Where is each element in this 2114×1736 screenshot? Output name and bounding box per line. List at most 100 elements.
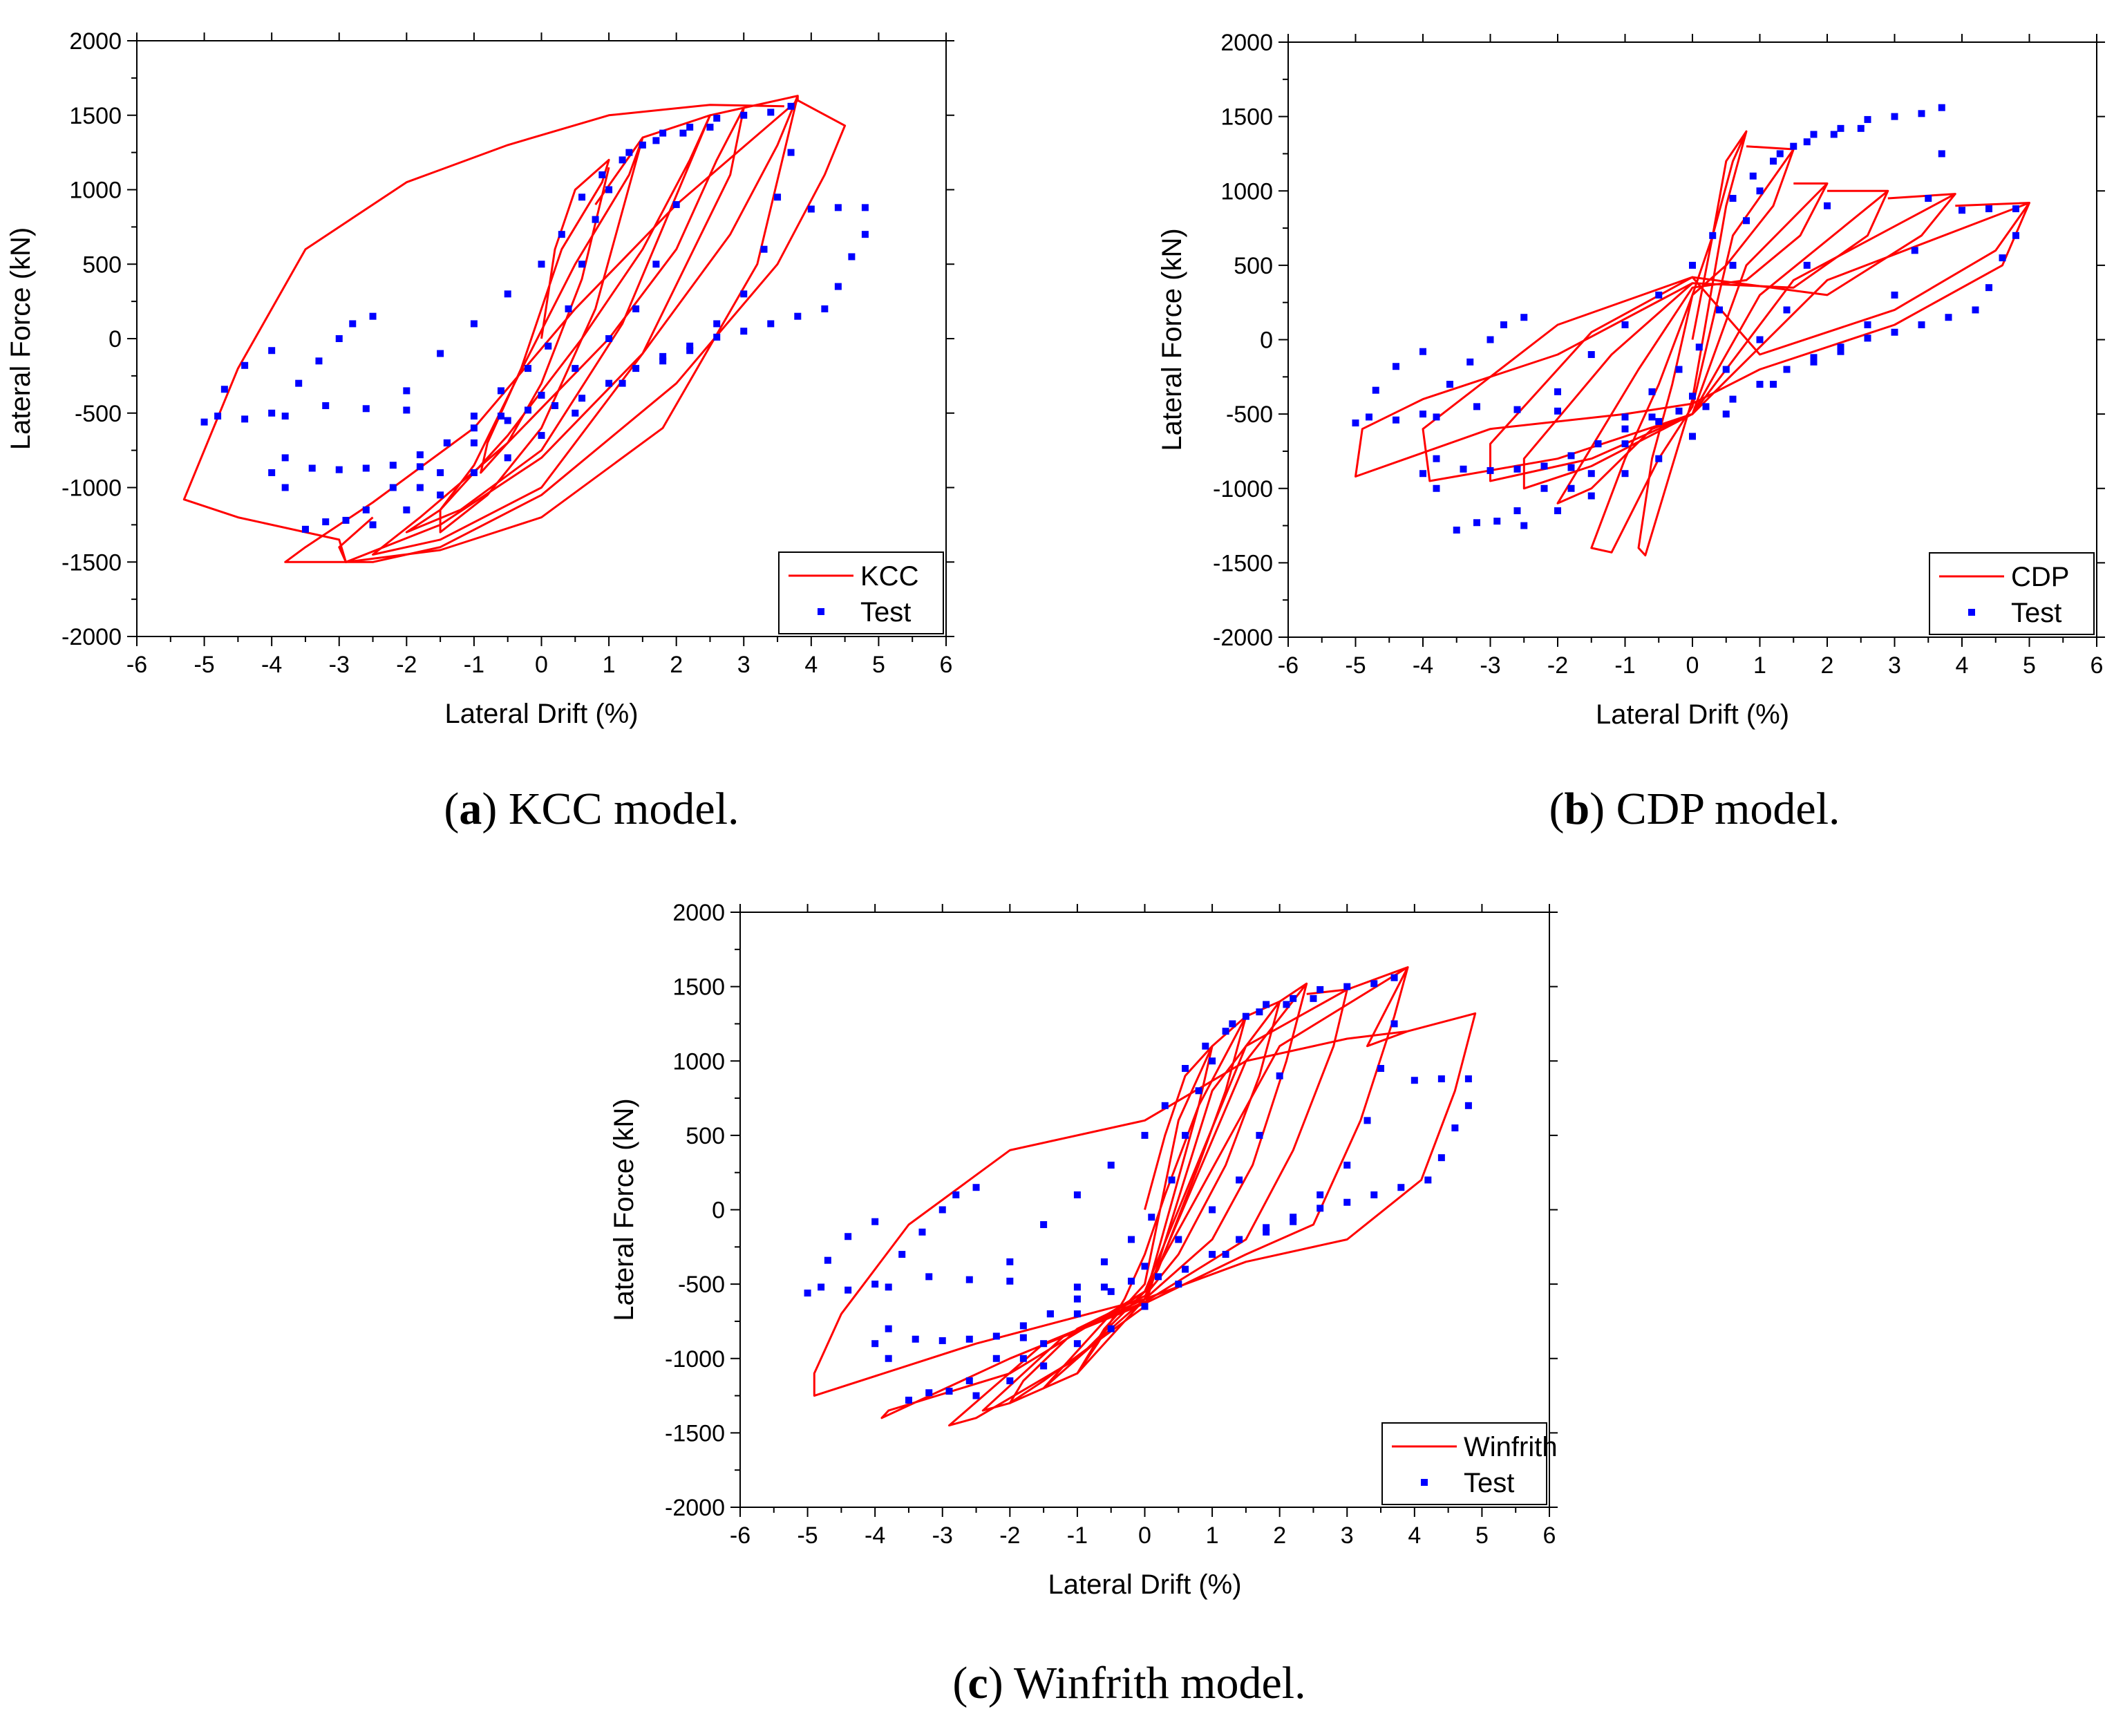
model-series-loop: [1422, 202, 2030, 482]
test-data-point: [1770, 381, 1777, 388]
legend-test-swatch: [1968, 609, 1975, 616]
test-data-point: [1972, 306, 1979, 314]
test-data-point: [1182, 1065, 1189, 1073]
test-data-point: [1155, 1273, 1162, 1281]
test-data-point: [804, 1290, 811, 1297]
test-data-point: [605, 379, 613, 387]
test-data-point: [1567, 484, 1575, 492]
test-data-point: [1770, 158, 1777, 165]
x-tick-label: -1: [464, 652, 484, 678]
test-data-point: [1945, 314, 1952, 321]
test-data-point: [504, 417, 511, 424]
test-data-point: [965, 1377, 973, 1385]
test-data-point: [1276, 1072, 1283, 1079]
test-data-point: [524, 365, 531, 372]
x-tick-label: 3: [1888, 652, 1901, 679]
test-data-point: [538, 391, 545, 399]
x-tick-label: -1: [1067, 1522, 1088, 1549]
model-series-loop: [439, 136, 644, 534]
y-tick-label: 0: [1260, 328, 1273, 354]
test-data-point: [389, 484, 397, 491]
test-data-point: [1493, 518, 1501, 525]
test-data-point: [1343, 1198, 1351, 1206]
panel-a: -6 -5 -4 -3 -2 -1 0 1 2 3 4 5 6 -2000 -1500 -1000 -500 0 5…: [6, 28, 954, 834]
legend-box: [1381, 1422, 1547, 1505]
model-series-loop: [1590, 145, 1795, 554]
test-data-point: [1985, 205, 1992, 213]
x-tick-label: 6: [1543, 1522, 1556, 1549]
test-data-point: [1209, 1251, 1216, 1258]
y-tick-label: -1500: [1213, 550, 1273, 576]
x-tick-label: 2: [1821, 652, 1834, 679]
test-data-point: [1446, 381, 1453, 388]
y-tick-label: -2000: [1213, 625, 1273, 651]
test-data-point: [1587, 351, 1595, 359]
test-data-point: [1830, 131, 1838, 138]
test-data-point: [1006, 1377, 1014, 1385]
test-data-point: [861, 204, 869, 211]
test-data-point: [1161, 1102, 1169, 1109]
test-data-point: [497, 387, 504, 395]
test-data-point: [1460, 465, 1467, 473]
test-data-point: [1222, 1251, 1229, 1258]
test-data-point: [1810, 358, 1818, 366]
test-data-point: [1911, 247, 1918, 254]
test-data-point: [625, 149, 633, 156]
test-data-point: [1222, 1028, 1229, 1035]
test-data-point: [1419, 411, 1426, 418]
x-tick-label: -5: [194, 652, 214, 678]
test-data-point: [1689, 393, 1696, 400]
test-data-point: [1695, 343, 1703, 351]
test-data-point: [1433, 455, 1440, 462]
test-data-point: [335, 466, 343, 473]
test-data-point: [504, 454, 511, 462]
test-data-point: [686, 347, 694, 355]
test-data-point: [1810, 131, 1818, 138]
test-data-point: [1107, 1325, 1115, 1332]
test-data-point: [1540, 484, 1548, 492]
test-data-point: [1729, 395, 1737, 403]
test-data-point: [1182, 1131, 1189, 1139]
test-data-point: [760, 245, 768, 253]
caption-letter: b: [1564, 784, 1589, 834]
test-data-point: [807, 205, 815, 213]
test-data-point: [1451, 1124, 1459, 1132]
test-data-point: [1837, 343, 1844, 351]
test-data-point: [925, 1273, 933, 1281]
x-tick-label: 5: [2023, 652, 2036, 679]
test-data-point: [1263, 1001, 1270, 1008]
y-tick-label: -500: [678, 1272, 725, 1298]
test-data-point: [1675, 366, 1683, 373]
test-data-point: [1487, 466, 1494, 474]
legend-test-label: Test: [1464, 1468, 1514, 1498]
x-tick-label: -3: [932, 1522, 953, 1549]
test-data-point: [1959, 207, 1965, 214]
x-tick-label: 0: [1686, 652, 1699, 679]
test-data-point: [885, 1283, 892, 1291]
test-data-point: [787, 149, 795, 156]
test-data-point: [632, 365, 640, 372]
test-data-point: [1621, 425, 1629, 433]
test-data-point: [1554, 507, 1561, 515]
panel-caption: (a) KCC model.: [444, 784, 739, 834]
test-data-point: [1864, 334, 1871, 342]
model-series-loop: [284, 95, 847, 563]
test-data-point: [821, 305, 829, 312]
test-data-point: [1433, 484, 1440, 492]
test-data-point: [545, 342, 552, 350]
y-tick-label: 1000: [1220, 178, 1273, 205]
test-data-point: [214, 413, 222, 420]
test-data-point: [1837, 348, 1844, 355]
test-data-point: [1621, 413, 1629, 421]
test-data-point: [1702, 403, 1710, 411]
x-tick-label: 6: [940, 652, 953, 678]
test-data-point: [504, 290, 511, 298]
test-data-point: [1567, 452, 1575, 460]
test-data-point: [369, 312, 377, 320]
test-data-point: [1148, 1214, 1155, 1221]
test-data-point: [281, 413, 289, 420]
test-data-point: [952, 1191, 960, 1198]
legend-box: [778, 551, 944, 634]
test-data-point: [938, 1337, 946, 1344]
